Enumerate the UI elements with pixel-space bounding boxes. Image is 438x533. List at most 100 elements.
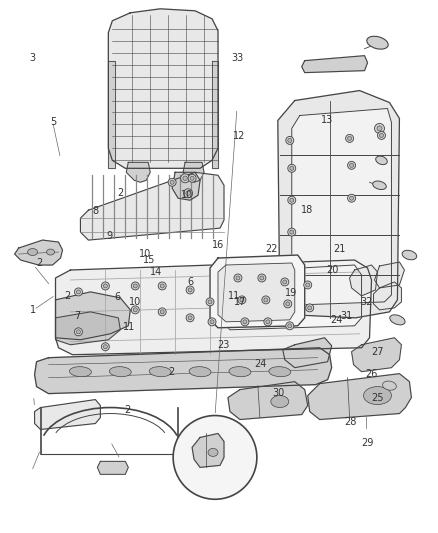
- Polygon shape: [222, 265, 361, 330]
- Polygon shape: [35, 400, 100, 430]
- Circle shape: [101, 343, 110, 351]
- Circle shape: [348, 194, 356, 202]
- Polygon shape: [183, 163, 204, 182]
- Text: 16: 16: [212, 240, 224, 251]
- Text: 1: 1: [30, 305, 36, 315]
- Text: 12: 12: [233, 131, 245, 141]
- Text: 21: 21: [333, 245, 345, 254]
- Circle shape: [283, 280, 287, 284]
- Polygon shape: [302, 55, 367, 72]
- Text: 33: 33: [231, 53, 244, 63]
- Circle shape: [184, 189, 193, 198]
- Polygon shape: [283, 338, 332, 368]
- Text: 13: 13: [321, 115, 333, 125]
- Circle shape: [288, 228, 296, 236]
- Circle shape: [170, 180, 174, 184]
- Polygon shape: [212, 61, 218, 168]
- Circle shape: [286, 322, 294, 330]
- Ellipse shape: [149, 367, 171, 377]
- Circle shape: [186, 286, 194, 294]
- Ellipse shape: [46, 249, 54, 255]
- Text: 2: 2: [168, 367, 174, 377]
- Polygon shape: [218, 263, 295, 322]
- Ellipse shape: [229, 367, 251, 377]
- Text: 31: 31: [340, 311, 353, 321]
- Circle shape: [158, 282, 166, 290]
- Circle shape: [286, 302, 290, 306]
- Ellipse shape: [382, 381, 396, 390]
- Circle shape: [101, 282, 110, 290]
- Circle shape: [281, 278, 289, 286]
- Text: 10: 10: [181, 190, 194, 200]
- Circle shape: [290, 198, 294, 202]
- Ellipse shape: [110, 367, 131, 377]
- Text: 27: 27: [371, 346, 383, 357]
- Polygon shape: [108, 61, 115, 168]
- Text: 25: 25: [371, 393, 383, 403]
- Circle shape: [188, 174, 196, 182]
- Circle shape: [186, 314, 194, 322]
- Text: 29: 29: [361, 438, 374, 448]
- Polygon shape: [172, 172, 200, 200]
- Circle shape: [284, 300, 292, 308]
- Circle shape: [260, 276, 264, 280]
- Text: 14: 14: [149, 267, 162, 277]
- Text: 28: 28: [344, 417, 356, 426]
- Circle shape: [103, 345, 107, 349]
- Polygon shape: [292, 109, 392, 305]
- Polygon shape: [374, 262, 404, 288]
- Ellipse shape: [271, 395, 289, 408]
- Text: 6: 6: [187, 278, 194, 287]
- Polygon shape: [56, 260, 371, 355]
- Circle shape: [133, 308, 137, 312]
- Circle shape: [264, 318, 272, 326]
- Circle shape: [168, 178, 176, 186]
- Circle shape: [306, 304, 314, 312]
- Circle shape: [378, 132, 385, 140]
- Circle shape: [133, 284, 137, 288]
- Ellipse shape: [28, 248, 38, 255]
- Circle shape: [288, 324, 292, 328]
- Circle shape: [234, 274, 242, 282]
- Circle shape: [208, 300, 212, 304]
- Text: 22: 22: [265, 245, 278, 254]
- Circle shape: [103, 284, 107, 288]
- Circle shape: [262, 296, 270, 304]
- Circle shape: [131, 282, 139, 290]
- Circle shape: [190, 176, 194, 180]
- Circle shape: [306, 283, 310, 287]
- Text: 9: 9: [106, 231, 112, 241]
- Polygon shape: [97, 462, 128, 474]
- Circle shape: [183, 176, 187, 181]
- Circle shape: [304, 281, 312, 289]
- Text: 30: 30: [272, 388, 285, 398]
- Polygon shape: [192, 433, 224, 467]
- Polygon shape: [126, 163, 150, 182]
- Polygon shape: [350, 265, 378, 296]
- Circle shape: [377, 126, 382, 131]
- Circle shape: [188, 288, 192, 292]
- Text: 11: 11: [228, 291, 240, 301]
- Circle shape: [290, 166, 294, 171]
- Circle shape: [240, 298, 244, 302]
- Text: 2: 2: [118, 188, 124, 198]
- Circle shape: [236, 276, 240, 280]
- Circle shape: [350, 163, 353, 167]
- Circle shape: [243, 320, 247, 324]
- Text: 24: 24: [330, 314, 342, 325]
- Circle shape: [77, 330, 81, 334]
- Polygon shape: [56, 312, 120, 345]
- Polygon shape: [228, 382, 308, 419]
- Text: 8: 8: [93, 206, 99, 216]
- Ellipse shape: [367, 36, 388, 49]
- Circle shape: [208, 318, 216, 326]
- Text: 5: 5: [50, 117, 56, 127]
- Text: 10: 10: [139, 249, 151, 259]
- Text: 11: 11: [124, 322, 136, 332]
- Circle shape: [158, 308, 166, 316]
- Circle shape: [173, 416, 257, 499]
- Ellipse shape: [376, 156, 387, 165]
- Text: 7: 7: [74, 311, 80, 321]
- Ellipse shape: [364, 386, 392, 405]
- Ellipse shape: [390, 315, 405, 325]
